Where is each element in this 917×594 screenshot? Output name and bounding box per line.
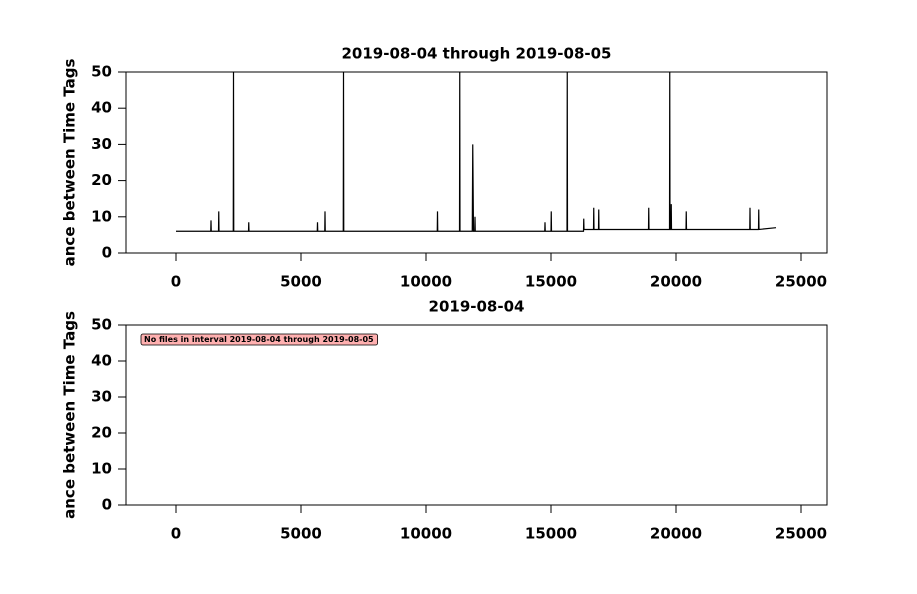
- y-tick-label: 50: [91, 63, 112, 81]
- x-tick-label: 0: [171, 273, 181, 291]
- x-tick-label: 5000: [280, 525, 322, 543]
- y-tick-label: 50: [91, 316, 112, 334]
- y-tick-label: 20: [91, 171, 112, 189]
- y-tick-label: 0: [102, 244, 112, 262]
- annotation-box: [140, 333, 379, 346]
- x-tick-label: 25000: [775, 525, 827, 543]
- data-line: [176, 72, 777, 232]
- x-tick-label: 10000: [400, 273, 452, 291]
- annotation: No files in interval 2019-08-04 through …: [144, 335, 374, 344]
- y-tick-label: 40: [91, 99, 112, 117]
- y-tick-label: 0: [102, 496, 112, 514]
- x-tick-label: 20000: [650, 525, 702, 543]
- x-tick-label: 10000: [400, 525, 452, 543]
- y-tick-label: 10: [91, 460, 112, 478]
- x-tick-label: 5000: [280, 273, 322, 291]
- x-tick-label: 0: [171, 525, 181, 543]
- x-tick-label: 15000: [525, 525, 577, 543]
- chart-title: 2019-08-04: [429, 298, 525, 316]
- y-axis-label: ance between Time Tags: [61, 311, 79, 519]
- y-tick-label: 20: [91, 424, 112, 442]
- y-tick-label: 30: [91, 135, 112, 153]
- y-tick-label: 40: [91, 352, 112, 370]
- y-tick-label: 10: [91, 207, 112, 225]
- x-tick-label: 15000: [525, 273, 577, 291]
- x-tick-label: 25000: [775, 273, 827, 291]
- y-tick-label: 30: [91, 388, 112, 406]
- y-axis-label: ance between Time Tags: [61, 59, 79, 267]
- plot-frame: [125, 71, 828, 254]
- chart-title: 2019-08-04 through 2019-08-05: [342, 45, 612, 63]
- x-tick-label: 20000: [650, 273, 702, 291]
- plot-frame: [125, 324, 828, 506]
